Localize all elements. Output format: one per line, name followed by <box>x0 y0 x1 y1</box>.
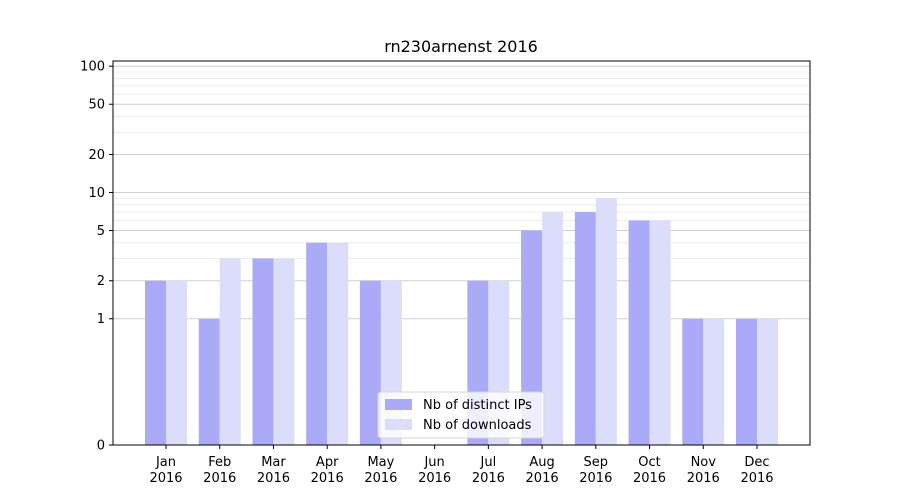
bar-downloads-sep <box>595 198 617 445</box>
x-tick-label-year: 2016 <box>687 471 720 486</box>
bar-downloads-dec <box>757 318 778 445</box>
x-tick-label-month: Jan <box>155 455 176 470</box>
axes-layer: 0125102050100Jan2016Feb2016Mar2016Apr201… <box>80 60 811 486</box>
bar-distinct-ips-feb <box>198 318 220 445</box>
x-tick-label-month: Sep <box>584 455 609 470</box>
legend: Nb of distinct IPs Nb of downloads <box>377 391 545 439</box>
chart-title: rn230arnenst 2016 <box>384 37 538 56</box>
x-tick-label-year: 2016 <box>472 471 505 486</box>
x-tick-label-month: Feb <box>208 455 231 470</box>
bar-downloads-feb <box>219 258 241 445</box>
bar-downloads-aug <box>542 212 564 445</box>
x-tick-label-month: May <box>367 455 394 470</box>
bar-distinct-ips-oct <box>628 220 650 445</box>
bar-distinct-ips-jan <box>145 280 166 445</box>
legend-swatch <box>385 399 412 410</box>
y-tick-label: 0 <box>97 439 105 454</box>
x-tick-label-month: Jul <box>480 455 497 470</box>
legend-swatch <box>385 419 412 430</box>
bar-downloads-mar <box>273 258 295 445</box>
bar-distinct-ips-mar <box>252 258 274 445</box>
x-tick-label-year: 2016 <box>149 471 182 486</box>
plot-frame <box>112 60 811 446</box>
y-tick-label: 1 <box>97 312 105 327</box>
x-tick-label-year: 2016 <box>633 471 666 486</box>
bar-distinct-ips-sep <box>574 212 596 445</box>
x-tick-label-month: Oct <box>638 455 660 470</box>
x-tick-label-year: 2016 <box>418 471 451 486</box>
y-tick-label: 5 <box>97 224 105 239</box>
x-tick-label-year: 2016 <box>740 471 773 486</box>
x-tick-label-month: Apr <box>316 455 339 470</box>
x-tick-label-month: Jun <box>423 455 444 470</box>
y-tick-label: 10 <box>88 186 105 201</box>
legend-box <box>377 391 545 439</box>
y-tick-label: 20 <box>88 148 105 163</box>
bar-downloads-jan <box>166 280 187 445</box>
bar-distinct-ips-aug <box>521 230 543 445</box>
x-tick-label-year: 2016 <box>579 471 612 486</box>
bar-distinct-ips-dec <box>736 318 757 445</box>
legend-label: Nb of downloads <box>423 418 532 433</box>
y-tick-label: 100 <box>80 60 105 75</box>
x-tick-label-year: 2016 <box>257 471 290 486</box>
bar-downloads-apr <box>327 242 349 445</box>
y-tick-label: 2 <box>97 274 105 289</box>
x-tick-label-month: Aug <box>529 455 554 470</box>
x-tick-label-year: 2016 <box>203 471 236 486</box>
legend-label: Nb of distinct IPs <box>423 398 532 413</box>
bar-distinct-ips-apr <box>306 242 328 445</box>
x-tick-label-year: 2016 <box>311 471 344 486</box>
grid-layer <box>113 65 810 320</box>
bar-distinct-ips-may <box>359 280 381 445</box>
bar-distinct-ips-nov <box>682 318 704 445</box>
bar-downloads-oct <box>649 220 671 445</box>
x-tick-label-month: Nov <box>691 455 717 470</box>
x-tick-label-month: Dec <box>744 455 769 470</box>
bar-downloads-nov <box>703 318 725 445</box>
x-tick-label-year: 2016 <box>364 471 397 486</box>
x-tick-label-month: Mar <box>261 455 286 470</box>
x-tick-label-year: 2016 <box>526 471 559 486</box>
y-tick-label: 50 <box>88 98 105 113</box>
